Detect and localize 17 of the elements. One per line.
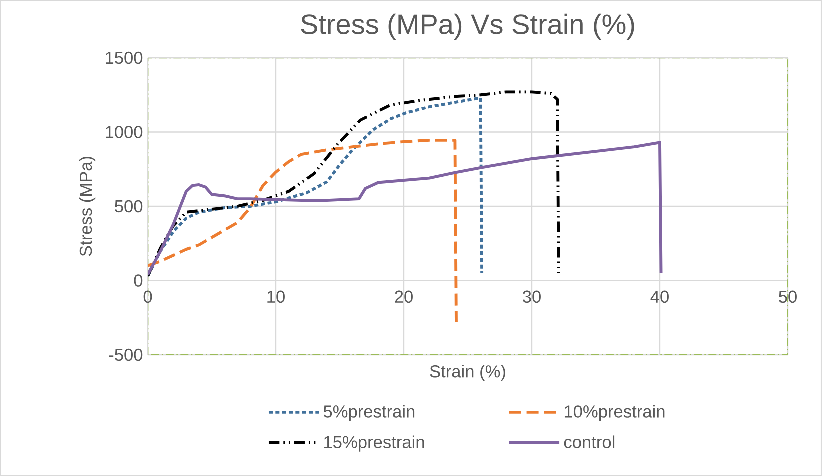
- legend-label: control: [564, 436, 615, 448]
- legend-label: 10%prestrain: [564, 405, 665, 422]
- x-axis-title: Strain (%): [430, 365, 506, 382]
- x-tick-label: 20: [395, 290, 413, 304]
- legend-label: 5%prestrain: [324, 405, 415, 422]
- x-tick-label: 0: [144, 290, 152, 304]
- y-tick-label: 0: [134, 274, 143, 287]
- y-tick-label: 500: [115, 200, 143, 213]
- y-tick-label: -500: [109, 348, 143, 362]
- x-tick-label: 40: [650, 290, 669, 304]
- x-tick-label: 10: [268, 290, 285, 304]
- y-tick-label: 1500: [106, 52, 143, 64]
- y-axis-title: Stress (MPa): [79, 157, 96, 256]
- x-tick-label: 30: [523, 290, 541, 304]
- chart-title: Stress (MPa) Vs Strain (%): [301, 14, 634, 40]
- legend-label: 15%prestrain: [324, 436, 424, 452]
- y-tick-label: 1000: [106, 126, 143, 138]
